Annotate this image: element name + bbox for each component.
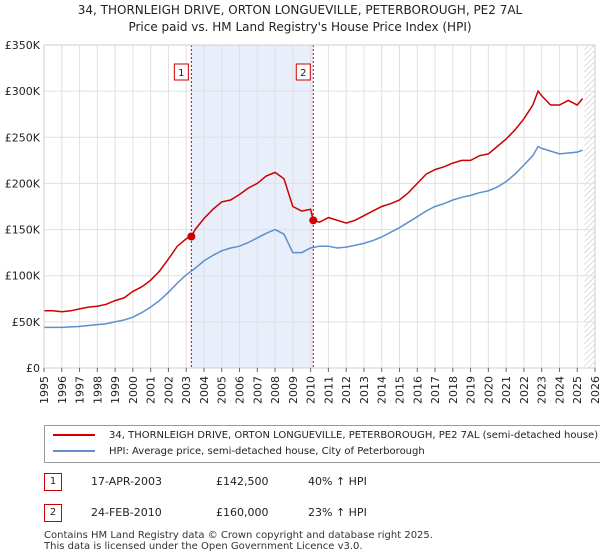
sale-date: 17-APR-2003	[91, 475, 163, 488]
legend-swatch-hpi	[53, 450, 95, 452]
x-tick-label: 2023	[536, 376, 549, 404]
legend-swatch-property	[53, 434, 95, 436]
x-tick-label: 2007	[251, 376, 264, 404]
sale-price: £160,000	[216, 506, 269, 519]
x-tick-label: 1999	[109, 376, 122, 404]
x-tick-label: 2016	[411, 376, 424, 404]
hpi-line	[44, 145, 583, 329]
x-tick-label: 2003	[180, 376, 193, 404]
sale-hpi-change: 23% ↑ HPI	[308, 506, 367, 519]
y-tick-label: £300K	[5, 85, 41, 98]
y-tick-label: £150K	[5, 224, 41, 237]
y-tick-label: £100K	[5, 270, 41, 283]
x-tick-label: 2012	[340, 376, 353, 404]
sale-row: 1 17-APR-2003 £142,500 40% ↑ HPI	[44, 470, 584, 494]
x-tick-label: 2015	[393, 376, 406, 404]
sale-point-marker	[309, 216, 318, 225]
x-tick-label: 2013	[358, 376, 371, 404]
sale-number-badge: 1	[44, 473, 62, 491]
footer-attribution: Contains HM Land Registry data © Crown c…	[44, 530, 433, 552]
x-tick-label: 2000	[127, 376, 140, 404]
annotation-label: 2	[300, 68, 306, 79]
sale-number-badge: 2	[44, 504, 62, 522]
plot-border	[43, 44, 596, 369]
x-tick-label: 2019	[465, 376, 478, 404]
sale-date: 24-FEB-2010	[91, 506, 162, 519]
y-tick-label: £250K	[5, 131, 41, 144]
x-tick-label: 2025	[571, 376, 584, 404]
x-tick-label: 2024	[553, 376, 566, 404]
y-tick-label: £350K	[5, 39, 41, 52]
x-tick-label: 2011	[322, 376, 335, 404]
sale-price: £142,500	[216, 475, 269, 488]
annotation-box	[173, 63, 189, 81]
forecast-hatch-region	[584, 45, 595, 368]
footer-line-2: This data is licensed under the Open Gov…	[44, 541, 363, 552]
x-tick-label: 2009	[287, 376, 300, 404]
x-tick-label: 2022	[518, 376, 531, 404]
x-tick-label: 1995	[38, 376, 51, 404]
y-tick-label: £0	[26, 362, 40, 375]
x-tick-label: 2020	[482, 376, 495, 404]
x-tick-label: 1997	[74, 376, 87, 404]
x-tick-label: 1998	[91, 376, 104, 404]
x-tick-label: 2018	[447, 376, 460, 404]
annotation-box	[295, 63, 311, 81]
x-tick-label: 2001	[145, 376, 158, 404]
chart-legend: 34, THORNLEIGH DRIVE, ORTON LONGUEVILLE,…	[44, 425, 600, 463]
x-tick-label: 2014	[376, 376, 389, 404]
chart-title: 34, THORNLEIGH DRIVE, ORTON LONGUEVILLE,…	[77, 3, 523, 17]
x-tick-label: 2006	[234, 376, 247, 404]
x-tick-label: 2021	[500, 376, 513, 404]
x-tick-label: 2017	[429, 376, 442, 404]
legend-item-property: 34, THORNLEIGH DRIVE, ORTON LONGUEVILLE,…	[53, 430, 598, 446]
x-tick-label: 2005	[216, 376, 229, 404]
sale-row: 2 24-FEB-2010 £160,000 23% ↑ HPI	[44, 501, 584, 525]
legend-item-hpi: HPI: Average price, semi-detached house,…	[53, 446, 425, 462]
annotation-label: 1	[178, 68, 184, 79]
x-tick-label: 2004	[198, 376, 211, 404]
ownership-shaded-region	[191, 45, 314, 368]
y-tick-label: £50K	[12, 316, 41, 329]
chart-subtitle: Price paid vs. HM Land Registry's House …	[128, 20, 472, 34]
legend-label-property: 34, THORNLEIGH DRIVE, ORTON LONGUEVILLE,…	[109, 430, 599, 441]
y-tick-label: £200K	[5, 177, 41, 190]
x-tick-label: 2008	[269, 376, 282, 404]
x-tick-label: 1996	[56, 376, 69, 404]
x-tick-label: 2026	[589, 376, 600, 404]
legend-label-hpi: HPI: Average price, semi-detached house,…	[109, 446, 425, 457]
sale-hpi-change: 40% ↑ HPI	[308, 475, 367, 488]
sale-point-marker	[187, 232, 196, 241]
footer-line-1: Contains HM Land Registry data © Crown c…	[44, 530, 433, 541]
price-chart: 1 2 £0 £50K £100K £150K £200K £250K £300K £350K 1…	[5, 39, 600, 404]
plot-area	[44, 45, 595, 368]
x-tick-label: 2002	[162, 376, 175, 404]
x-tick-label: 2010	[305, 376, 318, 404]
